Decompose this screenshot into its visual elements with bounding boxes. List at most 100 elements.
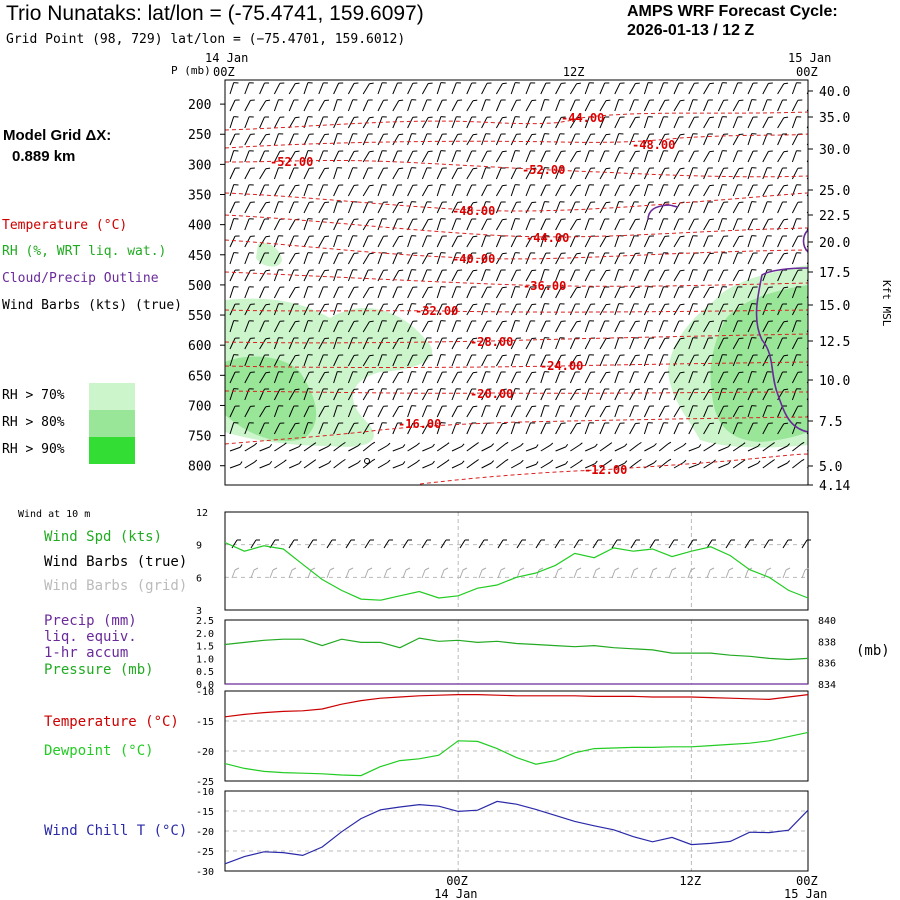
- legend-cloud: Cloud/Precip Outline: [2, 271, 159, 286]
- wind-barb: [643, 286, 653, 299]
- wind-barb: [806, 226, 808, 231]
- wind-barb: [643, 99, 655, 112]
- wind-barb: [703, 133, 713, 146]
- wind-barb: [614, 235, 624, 248]
- wind-barb: [658, 337, 670, 350]
- wind-barb: [658, 303, 670, 316]
- wind-barb: [658, 150, 669, 163]
- grid-wind-barb: [725, 567, 734, 579]
- wind-barb: [421, 303, 432, 316]
- wind-barb: [288, 320, 300, 333]
- wind-barb: [777, 269, 788, 282]
- wind-barb: [377, 354, 387, 367]
- y-tick-3-2: -20: [196, 827, 214, 838]
- wind-barb: [732, 218, 743, 231]
- wind-barb: [540, 269, 550, 282]
- wind-barb: [732, 150, 743, 163]
- wind-barb: [762, 184, 773, 197]
- wind-barb: [806, 142, 808, 146]
- wind-barb: [732, 286, 743, 299]
- wind-barb: [407, 252, 418, 265]
- wind-barb: [747, 201, 757, 214]
- temp-label-m16: -16.00: [398, 417, 441, 431]
- surface-panel-0: 12 9 6 3: [196, 508, 811, 617]
- wind-barb: [288, 252, 300, 265]
- true-wind-barb: [782, 539, 792, 549]
- wind-barb: [688, 235, 698, 248]
- wind-barb: [599, 82, 610, 95]
- surface-panel-frame-0: [224, 511, 809, 611]
- wind-barb: [555, 443, 569, 452]
- precip-label: Precip (mm): [44, 613, 137, 629]
- wind-barb: [762, 82, 773, 95]
- wind-barb: [303, 422, 313, 435]
- wind-barb: [673, 371, 685, 384]
- top-hour-0: 00Z: [213, 65, 235, 79]
- wind-barb: [806, 176, 808, 180]
- wind-barb: [791, 354, 802, 367]
- wind-barb: [688, 99, 698, 112]
- wind-barb: [348, 443, 361, 452]
- wind-barb: [244, 320, 254, 333]
- wind-barb: [436, 442, 450, 452]
- wind-barb: [362, 422, 374, 435]
- wind-barb: [525, 444, 539, 452]
- wind-barb: [540, 422, 551, 435]
- wind-barb: [791, 99, 803, 112]
- wind-barb: [362, 405, 373, 418]
- wind-barb: [569, 184, 581, 197]
- wind-barb: [288, 303, 299, 316]
- wind-barb: [569, 405, 580, 418]
- y-tick-3-0: -10: [196, 787, 214, 798]
- wind-barb: [333, 252, 344, 265]
- isotherm-m16: [225, 416, 808, 445]
- wind-barb: [747, 218, 758, 231]
- wind-barb: [525, 184, 536, 197]
- wind-barb: [555, 460, 569, 469]
- pressure-tick-450: 450: [188, 249, 211, 264]
- wind-barb: [762, 252, 773, 265]
- wind-barb: [333, 320, 344, 333]
- wind-barb: [525, 116, 536, 129]
- wind-barb: [777, 167, 788, 180]
- wind-barb: [244, 201, 255, 214]
- bottom-date-0: 14 Jan: [434, 887, 477, 900]
- wind-barb: [614, 303, 624, 316]
- height-tick-5: 20.0: [819, 236, 850, 251]
- wind-barb: [629, 235, 639, 248]
- wind-barb: [229, 303, 240, 316]
- wind-barb: [703, 167, 713, 180]
- surface-panel-2: -10 -15 -20 -25: [196, 687, 809, 788]
- wind-barb: [777, 460, 791, 469]
- wind-barb: [318, 460, 332, 469]
- wind-barb: [629, 458, 642, 469]
- wind-barb: [673, 82, 684, 95]
- cloud-outline-edge: [802, 229, 809, 253]
- wind-barb: [333, 235, 343, 248]
- wind-barb: [762, 235, 772, 248]
- wind-barb: [495, 201, 506, 214]
- wind-barb: [362, 458, 376, 469]
- wind-barb: [303, 252, 313, 265]
- wind-barb: [599, 184, 610, 197]
- wind-barb: [703, 354, 714, 367]
- wind-barb: [703, 320, 714, 333]
- wind-barb: [407, 286, 418, 299]
- wind-barb: [540, 201, 550, 214]
- temperature-line: [224, 693, 809, 718]
- wind-barb: [791, 405, 803, 418]
- rh80-region-right: [710, 285, 808, 442]
- wind-barb: [377, 442, 391, 452]
- wind-barb: [421, 388, 433, 401]
- wind-barb: [569, 201, 580, 214]
- wind-barb: [703, 82, 714, 95]
- wind-barb: [259, 443, 273, 452]
- wind-barb: [229, 422, 239, 435]
- wind-barb: [407, 405, 417, 418]
- wind-barb: [273, 354, 285, 367]
- wind-barb: [791, 235, 803, 248]
- wind-barb: [806, 260, 808, 265]
- height-tick-11: 5.0: [819, 460, 842, 475]
- wind-barb: [407, 269, 417, 282]
- wind-barb: [303, 442, 317, 452]
